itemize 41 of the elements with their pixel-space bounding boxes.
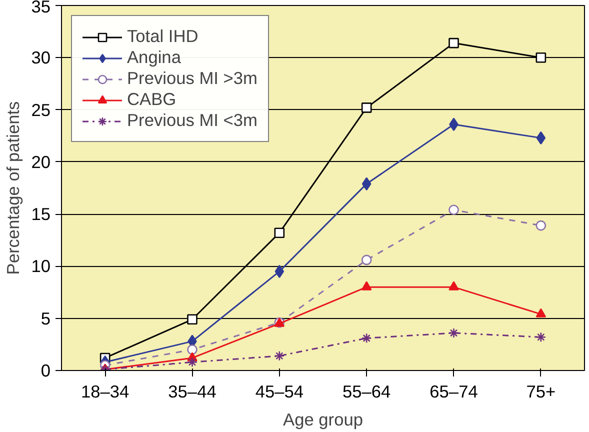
x-tick-label: 65–74 <box>430 382 478 402</box>
point <box>536 52 546 63</box>
point <box>361 281 372 290</box>
point <box>448 38 459 48</box>
y-axis-title: Percentage of patients <box>3 100 24 275</box>
legend-label: Previous MI >3m <box>127 68 258 89</box>
legend-label: Angina <box>127 47 181 68</box>
y-tick-label: 35 <box>31 0 51 16</box>
x-tick-label: 45–54 <box>255 382 304 402</box>
y-tick-label: 30 <box>31 48 51 68</box>
point <box>274 228 285 238</box>
legend-label: Previous MI <3m <box>127 110 258 131</box>
point <box>274 264 284 278</box>
point <box>448 328 459 338</box>
point <box>187 344 198 355</box>
point <box>448 204 459 216</box>
point <box>536 220 546 231</box>
point <box>362 177 372 190</box>
x-tick-label: 55–64 <box>342 382 392 402</box>
legend-label: CABG <box>127 89 176 110</box>
point <box>361 254 372 266</box>
y-tick-label: 20 <box>31 152 51 172</box>
point <box>536 332 546 342</box>
legend-label: Total IHD <box>127 26 198 47</box>
point <box>274 350 285 362</box>
point <box>361 102 372 113</box>
y-tick-label: 25 <box>31 100 51 120</box>
y-tick-label: 0 <box>40 360 51 380</box>
y-tick-label: 5 <box>40 308 51 328</box>
x-tick-label: 35–44 <box>168 382 217 402</box>
y-tick-label: 10 <box>31 256 51 276</box>
point <box>448 281 459 290</box>
x-tick-label: 18–34 <box>80 382 130 402</box>
x-tick-label: 75+ <box>526 382 556 402</box>
point <box>187 357 198 368</box>
point <box>361 333 372 344</box>
point <box>536 308 546 318</box>
y-tick-label: 15 <box>31 204 51 224</box>
point <box>536 131 546 145</box>
x-axis-title: Age group <box>283 410 363 430</box>
point <box>187 314 198 325</box>
